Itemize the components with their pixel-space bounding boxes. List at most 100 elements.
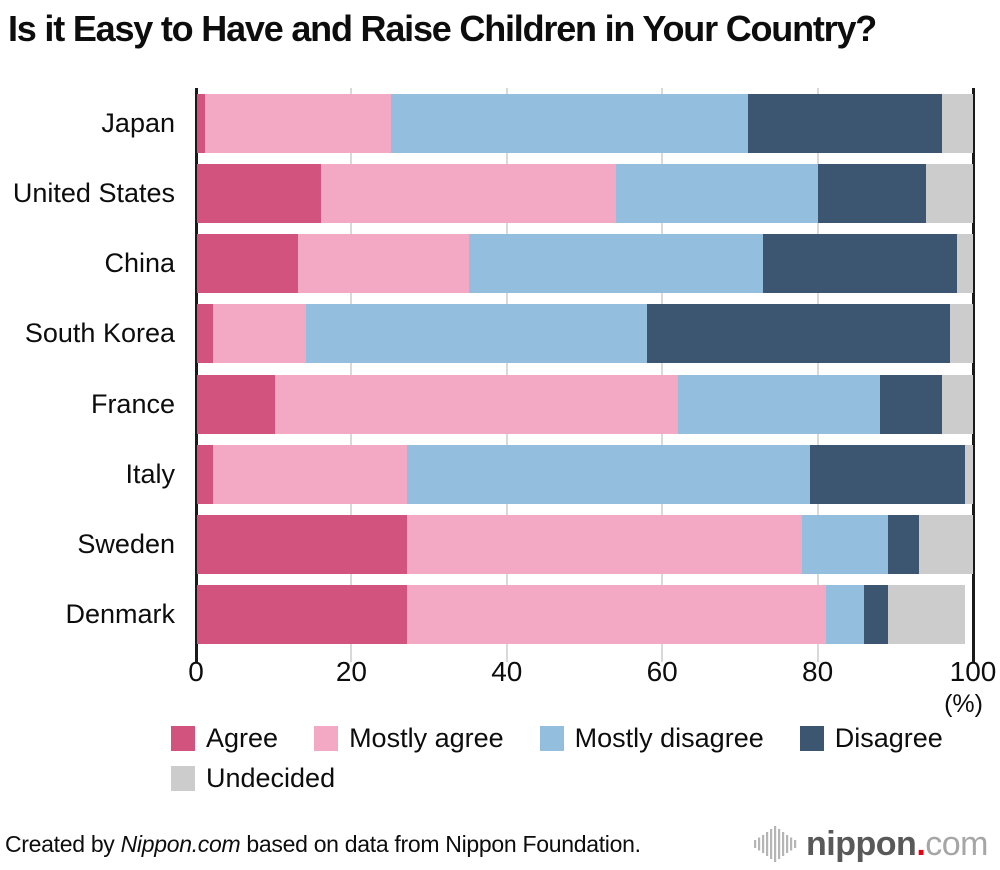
bar-segment [887, 585, 966, 645]
page-title: Is it Easy to Have and Raise Children in… [8, 8, 877, 49]
category-label: Sweden [77, 529, 175, 560]
tick-label: 20 [335, 656, 367, 687]
nippon-com-logo: nippon.com [752, 824, 988, 864]
category-label: Italy [125, 458, 175, 489]
credit-suffix: based on data from Nippon Foundation. [240, 830, 641, 857]
bar-track [197, 585, 973, 645]
legend-label: Mostly agree [349, 723, 504, 753]
bar-segment [616, 163, 818, 223]
legend-label: Mostly disagree [574, 723, 764, 753]
legend-label: Agree [206, 723, 279, 753]
bar-segment [918, 515, 973, 575]
chart-row: Denmark [0, 580, 1000, 650]
legend-item: Mostly disagree [539, 723, 764, 754]
bar-segment [957, 234, 973, 294]
bar-segment [647, 304, 950, 364]
legend-item: Undecided [171, 763, 335, 794]
bar-segment [468, 234, 764, 294]
chart-row: Sweden [0, 510, 1000, 580]
axis-line [971, 88, 975, 662]
bar-segment [965, 444, 973, 504]
bar-segment [887, 515, 919, 575]
bar-track [197, 234, 973, 294]
bar-segment [406, 444, 811, 504]
bar-segment [197, 444, 213, 504]
bar-segment [864, 585, 888, 645]
legend-item: Mostly agree [314, 723, 504, 754]
category-label: France [90, 388, 175, 419]
credit-source: Nippon.com [120, 830, 241, 857]
tick-label: 40 [491, 656, 523, 687]
tick-label: 0 [188, 656, 204, 687]
logo-main: nippon [806, 824, 917, 863]
category-label: South Korea [24, 318, 175, 349]
tick-label: 60 [646, 656, 678, 687]
bar-segment [321, 163, 617, 223]
tick-label: 80 [802, 656, 834, 687]
bar-track [197, 444, 973, 504]
chart-row: France [0, 369, 1000, 439]
chart-row: China [0, 229, 1000, 299]
tick-label: 100 [949, 656, 997, 687]
logo-text: nippon.com [806, 825, 988, 864]
bar-segment [941, 93, 973, 153]
bar-track [197, 163, 973, 223]
bar-segment [825, 585, 865, 645]
bar-segment [747, 93, 942, 153]
bar-rows: Japan United States China South Korea France… [0, 88, 1000, 650]
bar-segment [197, 515, 407, 575]
legend-swatch [799, 726, 824, 751]
bar-segment [197, 234, 298, 294]
bar-segment [390, 93, 748, 153]
bar-segment [406, 515, 803, 575]
logo-tld: com [925, 824, 988, 863]
legend: Agree Mostly agree Mostly disagree Disagree… [171, 723, 983, 794]
legend-label: Disagree [834, 723, 943, 753]
bar-track [197, 515, 973, 575]
chart-row: Japan [0, 88, 1000, 158]
bar-segment [197, 93, 205, 153]
bar-segment [197, 585, 407, 645]
bar-segment [406, 585, 826, 645]
category-label: China [104, 248, 175, 279]
legend-swatch [314, 726, 339, 751]
bar-segment [949, 304, 973, 364]
legend-swatch [171, 766, 195, 791]
bar-track [197, 374, 973, 434]
bar-segment [926, 163, 973, 223]
legend-label: Undecided [206, 763, 336, 793]
bar-segment [763, 234, 958, 294]
bar-segment [197, 163, 322, 223]
bar-segment [305, 304, 648, 364]
legend-swatch [171, 726, 195, 751]
chart-row: South Korea [0, 299, 1000, 369]
legend-item: Disagree [799, 723, 943, 754]
category-label: Denmark [65, 599, 175, 630]
axis-unit-label: (%) [944, 690, 983, 718]
bar-segment [212, 304, 306, 364]
bar-segment [817, 163, 927, 223]
bar-segment [197, 304, 213, 364]
soundwave-icon [754, 826, 797, 862]
legend-swatch [539, 726, 564, 751]
bar-segment [204, 93, 391, 153]
axis-line [194, 88, 198, 662]
logo-dot: . [916, 824, 926, 863]
bar-segment [941, 374, 973, 434]
bar-segment [274, 374, 679, 434]
credit-line: Created by Nippon.com based on data from… [5, 831, 641, 858]
chart-area: Japan United States China South Korea France… [0, 88, 1000, 662]
bar-segment [879, 374, 942, 434]
bar-track [197, 304, 973, 364]
chart-row: Italy [0, 439, 1000, 509]
chart-row: United States [0, 158, 1000, 228]
bar-segment [212, 444, 407, 504]
bar-segment [297, 234, 469, 294]
category-label: Japan [101, 107, 175, 138]
credit-prefix: Created by [5, 830, 121, 857]
bar-segment [678, 374, 880, 434]
footer: Created by Nippon.com based on data from… [0, 818, 1000, 870]
category-label: United States [12, 177, 175, 208]
x-axis: 0 20 40 60 80 100 [0, 656, 1000, 690]
bar-track [197, 93, 973, 153]
